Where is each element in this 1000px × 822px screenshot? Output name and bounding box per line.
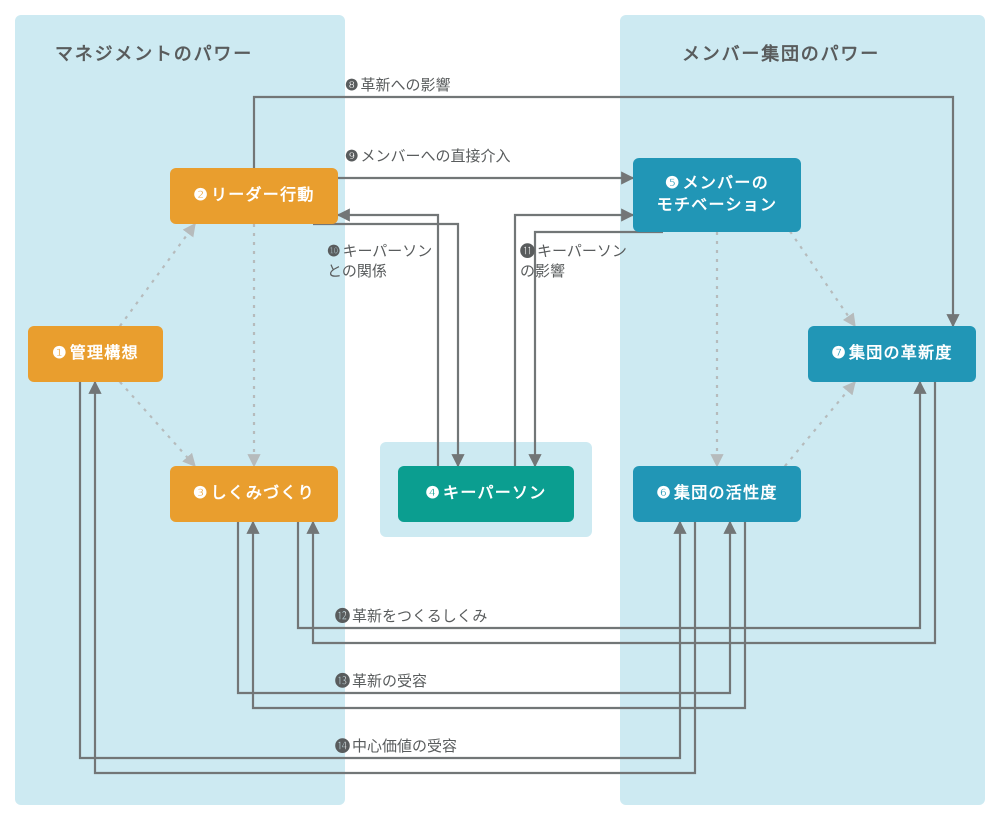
diagram-stage: マネジメントのパワー メンバー集団のパワー ❶管理構想 ❷リーダー行動 ❸しくみ… xyxy=(0,0,1000,822)
edge-label-13: ⓭革新の受容 xyxy=(335,672,427,692)
edge-label-9: ❾メンバーへの直接介入 xyxy=(345,147,510,167)
panel-left-title: マネジメントのパワー xyxy=(55,40,253,66)
panel-left xyxy=(15,15,345,805)
edge-label-8: ❽革新への影響 xyxy=(345,76,450,96)
panel-right-title: メンバー集団のパワー xyxy=(682,40,880,66)
edge-label-14: ⓮中心価値の受容 xyxy=(335,737,457,757)
node-management-vision: ❶管理構想 xyxy=(28,326,163,382)
edge-label-12: ⓬革新をつくるしくみ xyxy=(335,607,487,627)
edge-label-11: ⓫キーパーソンの影響 xyxy=(520,242,627,283)
node-group-activity: ❻集団の活性度 xyxy=(633,466,801,522)
node-member-motivation: ❺メンバーのモチベーション xyxy=(633,158,801,232)
node-system-building: ❸しくみづくり xyxy=(170,466,338,522)
edge-label-10: ❿キーパーソンとの関係 xyxy=(327,242,432,283)
panel-right xyxy=(620,15,985,805)
node-group-innovation: ❼集団の革新度 xyxy=(808,326,976,382)
node-key-person: ❹キーパーソン xyxy=(398,466,574,522)
node-leader-behavior: ❷リーダー行動 xyxy=(170,168,338,224)
